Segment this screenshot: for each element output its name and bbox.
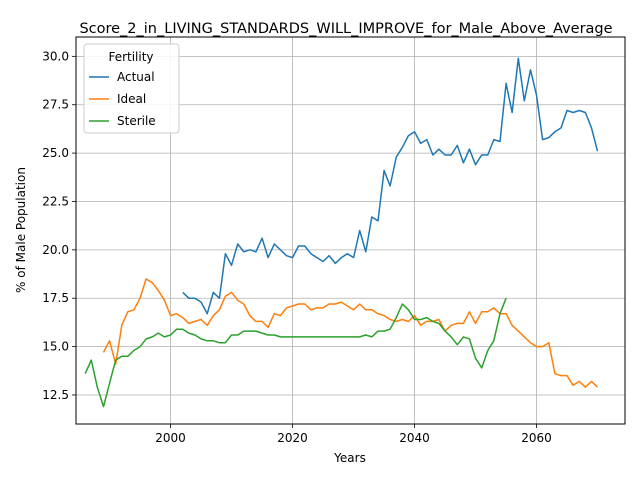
series-line-sterile xyxy=(85,298,506,406)
x-tick-label: 2040 xyxy=(399,431,430,445)
y-tick-label: 15.0 xyxy=(42,340,69,354)
x-tick-label: 2020 xyxy=(277,431,308,445)
legend: Fertility Actual Ideal Sterile xyxy=(84,44,179,133)
y-tick-label: 27.5 xyxy=(42,98,69,112)
legend-title: Fertility xyxy=(108,50,153,64)
y-tick-label: 30.0 xyxy=(42,49,69,63)
y-tick-label: 22.5 xyxy=(42,194,69,208)
y-tick-label: 12.5 xyxy=(42,388,69,402)
y-axis-label: % of Male Population xyxy=(14,167,28,293)
legend-label: Sterile xyxy=(117,114,156,128)
chart-title: Score_2_in_LIVING_STANDARDS_WILL_IMPROVE… xyxy=(79,21,612,37)
y-tick-label: 20.0 xyxy=(42,243,69,257)
series-line-ideal xyxy=(104,279,598,387)
y-tick-label: 17.5 xyxy=(42,291,69,305)
x-tick-label: 2000 xyxy=(155,431,186,445)
legend-label: Actual xyxy=(117,70,155,84)
y-tick-label: 25.0 xyxy=(42,146,69,160)
x-axis-label: Years xyxy=(333,451,366,465)
legend-label: Ideal xyxy=(117,92,146,106)
series-line-actual xyxy=(183,58,598,313)
x-tick-label: 2060 xyxy=(521,431,552,445)
